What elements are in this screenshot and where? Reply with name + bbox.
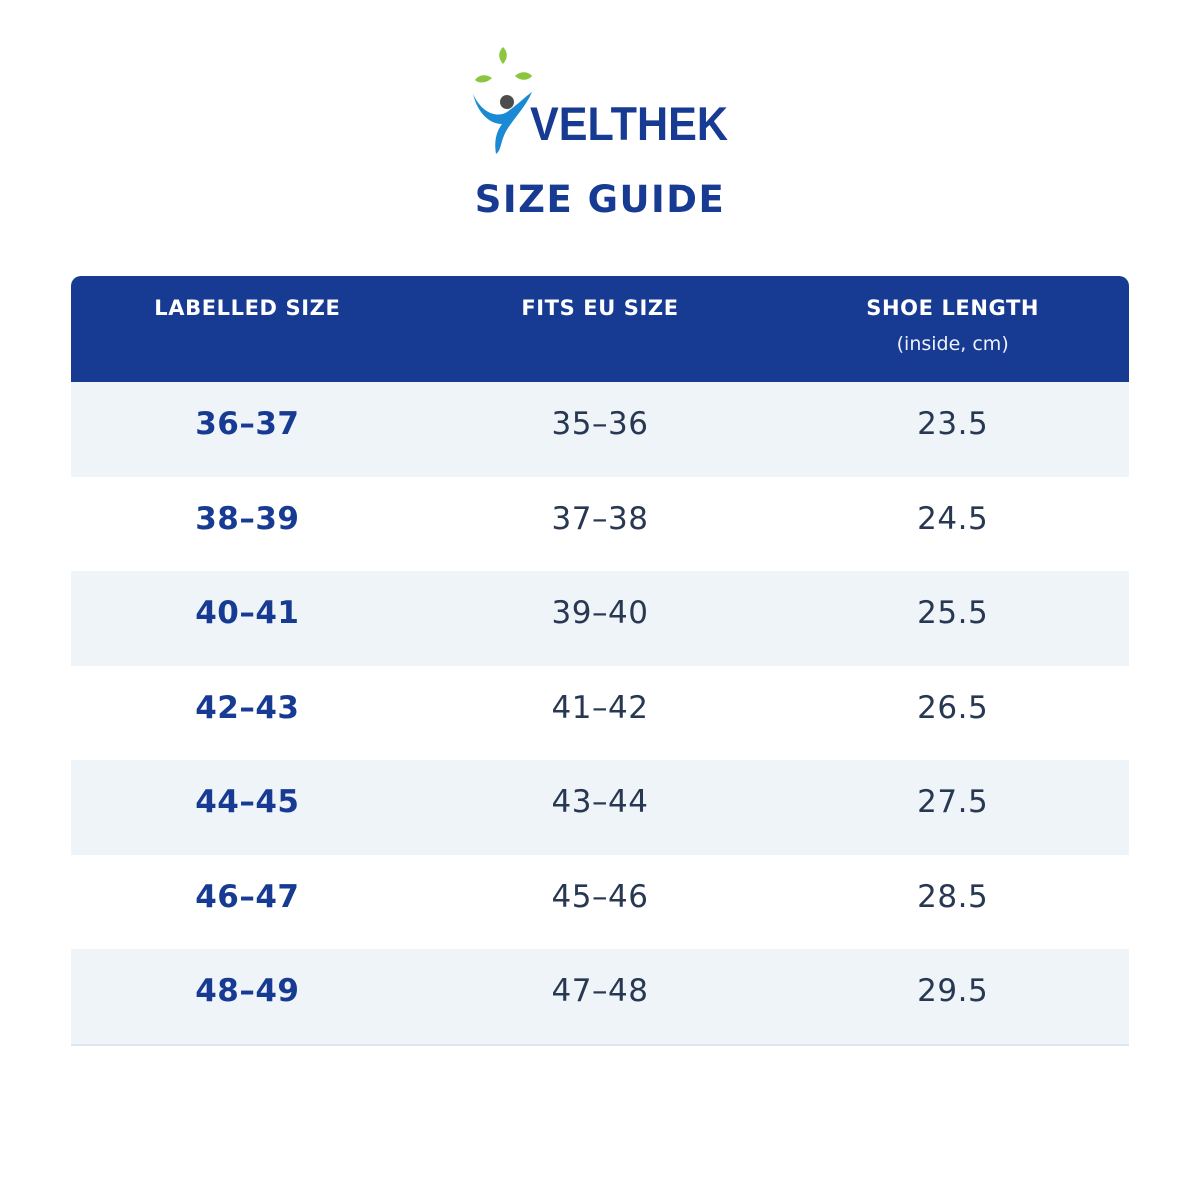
labelled-size-cell: 38–39 (195, 500, 300, 537)
shoe-length-cell: 23.5 (917, 406, 989, 443)
header-labelled-size: LABELLED SIZE (71, 276, 424, 382)
eu-size-cell: 47–48 (551, 973, 649, 1010)
eu-size-cell: 39–40 (551, 595, 649, 632)
header-sublabel: (inside, cm) (896, 333, 1009, 355)
page-title: SIZE GUIDE (474, 178, 726, 221)
eu-size-cell: 37–38 (551, 500, 649, 537)
header-fits-eu-size: FITS EU SIZE (424, 276, 777, 382)
labelled-size-cell: 40–41 (195, 595, 300, 632)
header-shoe-length: SHOE LENGTH (inside, cm) (776, 276, 1129, 382)
leaf-left-icon (475, 75, 492, 83)
table-row: 46–47 45–46 28.5 (71, 854, 1129, 949)
table-row: 36–37 35–36 23.5 (71, 382, 1129, 477)
header-label: LABELLED SIZE (154, 296, 341, 320)
labelled-size-cell: 48–49 (195, 973, 300, 1010)
header-label: FITS EU SIZE (521, 296, 679, 320)
table-row: 40–41 39–40 25.5 (71, 571, 1129, 666)
shoe-length-cell: 28.5 (917, 878, 989, 915)
shoe-length-cell: 26.5 (917, 689, 989, 726)
brand-wordmark: VELTHEK (530, 97, 728, 150)
table-row: 48–49 47–48 29.5 (71, 949, 1129, 1044)
shoe-length-cell: 24.5 (917, 500, 989, 537)
table-bottom-divider (71, 1043, 1129, 1046)
table-header: LABELLED SIZE FITS EU SIZE SHOE LENGTH (… (71, 276, 1129, 382)
leaf-top-icon (499, 47, 507, 64)
table-row: 42–43 41–42 26.5 (71, 665, 1129, 760)
header-label: SHOE LENGTH (866, 296, 1040, 320)
table-row: 38–39 37–38 24.5 (71, 476, 1129, 571)
shoe-length-cell: 29.5 (917, 973, 989, 1010)
labelled-size-cell: 44–45 (195, 784, 300, 821)
eu-size-cell: 41–42 (551, 689, 649, 726)
labelled-size-cell: 46–47 (195, 878, 300, 915)
size-guide-table: LABELLED SIZE FITS EU SIZE SHOE LENGTH (… (71, 276, 1129, 1046)
figure-head-icon (500, 95, 514, 109)
brand-logo: VELTHEK (470, 44, 732, 160)
eu-size-cell: 43–44 (551, 784, 649, 821)
table-row: 44–45 43–44 27.5 (71, 760, 1129, 855)
shoe-length-cell: 27.5 (917, 784, 989, 821)
eu-size-cell: 45–46 (551, 878, 649, 915)
figure-swoosh-icon (473, 92, 532, 154)
leaf-right-icon (515, 72, 532, 80)
labelled-size-cell: 42–43 (195, 689, 300, 726)
eu-size-cell: 35–36 (551, 406, 649, 443)
shoe-length-cell: 25.5 (917, 595, 989, 632)
labelled-size-cell: 36–37 (195, 406, 300, 443)
